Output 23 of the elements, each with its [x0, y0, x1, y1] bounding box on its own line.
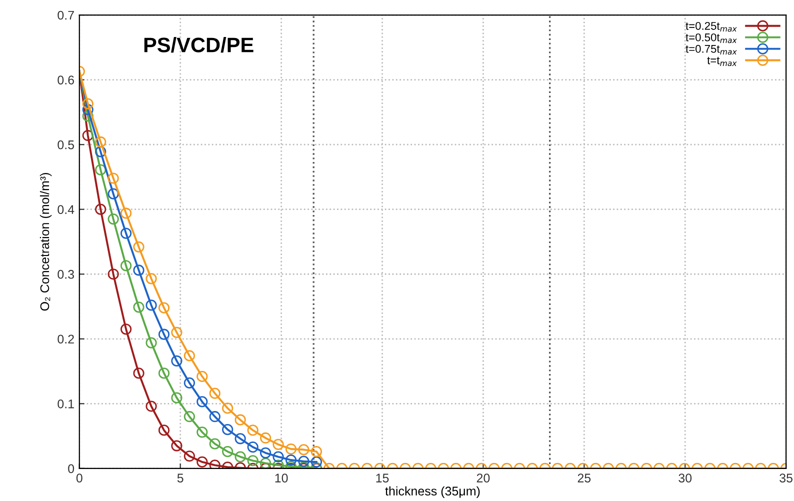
- legend-label: t=0.75t$_{max}$: [686, 44, 737, 55]
- x-tick-label: 10: [275, 474, 288, 482]
- text: PS/VCD/PE: [144, 37, 254, 53]
- x-tick-label: 15: [376, 474, 389, 482]
- x-tick-label: 25: [578, 474, 591, 482]
- x-tick-label: 20: [476, 474, 490, 482]
- y-tick-label: 0.7: [58, 10, 74, 20]
- y-axis-title: O₂ Concetration (mol/m³): [40, 173, 52, 311]
- x-tick-label: 5: [177, 474, 184, 482]
- y-tick-label: 0: [68, 464, 74, 474]
- legend-label: t=0.50t$_{max}$: [686, 33, 737, 44]
- y-tick-label: 0.3: [58, 270, 74, 279]
- x-axis-title: thickness (35μm): [385, 486, 480, 498]
- y-tick-label: 0.4: [58, 205, 74, 214]
- y-tick-label: 0.1: [58, 399, 74, 408]
- x-tick-label: 35: [780, 474, 792, 482]
- y-tick-label: 0.5: [58, 140, 74, 150]
- x-tick-label: 30: [678, 474, 692, 482]
- legend-label: t=t$_{max}$: [707, 56, 737, 66]
- y-tick-label: 0.2: [58, 334, 74, 344]
- legend-label: t=0.25t$_{max}$: [686, 22, 737, 32]
- y-tick-label: 0.6: [58, 76, 74, 84]
- x-tick-label: 0: [76, 474, 82, 482]
